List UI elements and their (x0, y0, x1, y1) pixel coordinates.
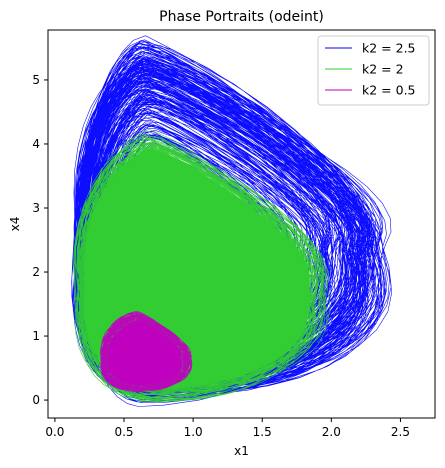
y-tick-label: 3 (32, 201, 40, 215)
chart-title: Phase Portraits (odeint) (159, 9, 324, 25)
legend-box (317, 35, 430, 106)
y-axis-ticks: 0 1 2 3 4 5 (32, 73, 48, 407)
y-axis-label: x4 (8, 217, 22, 232)
legend-label: k2 = 0.5 (362, 83, 416, 98)
y-tick-label: 4 (32, 137, 40, 151)
x-tick-label: 0.0 (45, 425, 64, 439)
x-tick-label: 1.5 (253, 425, 272, 439)
x-tick-label: 1.0 (184, 425, 203, 439)
plot-frame (47, 29, 436, 419)
x-tick-label: 0.5 (114, 425, 133, 439)
x-tick-label: 2.5 (391, 425, 410, 439)
series-layer (71, 35, 393, 407)
legend-label: k2 = 2.5 (362, 41, 416, 56)
legend-label: k2 = 2 (362, 62, 404, 77)
x-tick-label: 2.0 (322, 425, 341, 439)
x-axis-label: x1 (234, 444, 249, 458)
y-tick-label: 1 (32, 329, 40, 343)
series-fill (109, 321, 181, 385)
y-tick-label: 2 (32, 265, 40, 279)
series-2 (100, 310, 193, 393)
legend: k2 = 2.5 k2 = 2 k2 = 0.5 (317, 35, 430, 106)
x-axis-ticks: 0.0 0.5 1.0 1.5 2.0 2.5 (45, 418, 410, 439)
y-tick-label: 0 (32, 393, 40, 407)
y-tick-label: 5 (32, 73, 40, 87)
